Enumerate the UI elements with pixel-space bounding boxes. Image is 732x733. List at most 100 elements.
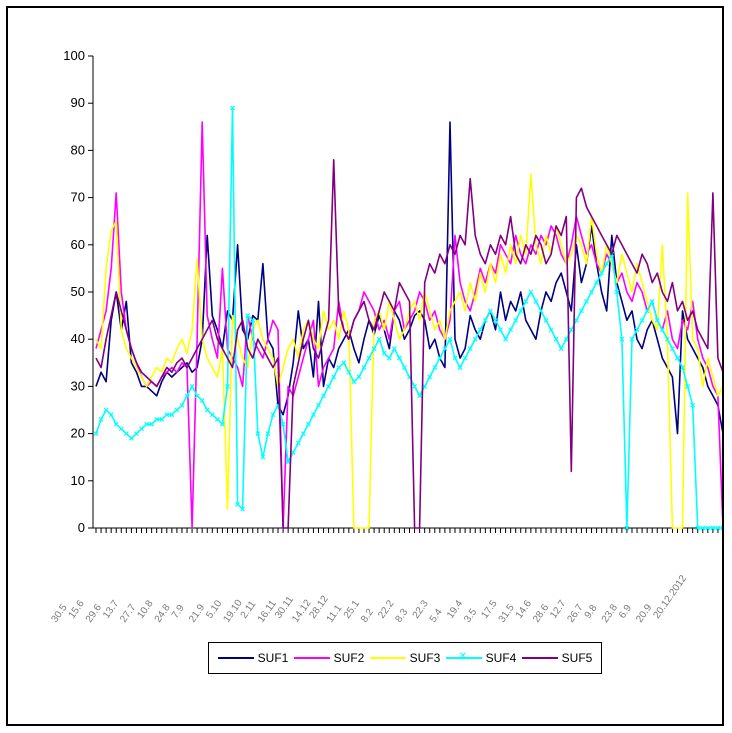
series-suf4-point bbox=[467, 346, 473, 352]
series-suf4-point bbox=[675, 355, 680, 361]
series-suf4-point bbox=[513, 317, 519, 323]
y-tick-label: 80 bbox=[71, 142, 85, 157]
series-suf4-point bbox=[432, 365, 438, 370]
series-suf4-point bbox=[321, 393, 326, 399]
series-suf4-point bbox=[159, 417, 165, 422]
x-tick-label: 9.8 bbox=[583, 603, 600, 621]
series-layer bbox=[93, 105, 722, 531]
y-tick-label: 90 bbox=[71, 95, 85, 110]
series-suf4-point bbox=[103, 407, 109, 413]
series-suf4-point bbox=[644, 308, 650, 314]
series-suf4-point bbox=[331, 374, 337, 380]
x-tick-label: 8.3 bbox=[393, 607, 410, 625]
legend-label-suf4: SUF4 bbox=[485, 651, 517, 665]
series-suf4-point bbox=[487, 308, 493, 314]
series-suf5-line bbox=[95, 159, 722, 529]
series-suf4-point bbox=[690, 402, 696, 408]
series-suf4-point bbox=[219, 421, 225, 427]
series-suf4-point bbox=[629, 336, 635, 342]
x-tick-label: 3.5 bbox=[462, 607, 479, 625]
series-suf4-point bbox=[381, 350, 387, 356]
x-tick-label: 20.12.2012 bbox=[651, 573, 689, 621]
series-suf4-point bbox=[412, 383, 417, 389]
y-tick-label: 60 bbox=[71, 237, 85, 252]
series-suf4-point bbox=[503, 336, 508, 342]
x-tick-label: 5.4 bbox=[428, 607, 445, 625]
y-tick-label: 10 bbox=[71, 473, 85, 488]
y-tick-label: 70 bbox=[71, 190, 85, 205]
chart-frame: 0 10 20 30 40 50 60 70 80 90 100 30.5 15.6 29.6 13.7 27… bbox=[6, 6, 724, 726]
series-suf4-point bbox=[300, 431, 306, 437]
legend-swatch-suf1 bbox=[217, 657, 254, 659]
series-suf4-point bbox=[270, 412, 276, 418]
series-suf4-point bbox=[599, 270, 605, 276]
legend: SUF1 SUF2 SUF3 ✕ SUF4 SUF5 bbox=[208, 642, 602, 674]
series-suf4-point bbox=[128, 435, 134, 441]
series-suf4-point bbox=[447, 336, 453, 342]
legend-label-suf2: SUF2 bbox=[333, 651, 365, 665]
series-suf4-point bbox=[139, 426, 144, 432]
series-suf4-point bbox=[680, 365, 685, 370]
series-suf4-point bbox=[695, 525, 701, 531]
y-tick-label: 40 bbox=[71, 331, 85, 346]
series-suf4-point bbox=[134, 431, 139, 437]
legend-label-suf1: SUF1 bbox=[257, 651, 289, 665]
series-suf4-point bbox=[417, 393, 423, 399]
y-tick-label: 0 bbox=[78, 520, 85, 535]
legend-item-suf5: SUF5 bbox=[521, 651, 593, 665]
series-suf4-point bbox=[700, 525, 706, 531]
legend-swatch-suf3 bbox=[369, 657, 406, 659]
series-suf4-point bbox=[204, 407, 210, 413]
series-suf4-point bbox=[396, 355, 402, 361]
series-suf4-point bbox=[174, 407, 180, 413]
series-suf4-point bbox=[164, 412, 170, 418]
legend-item-suf1: SUF1 bbox=[217, 651, 289, 665]
x-tick-label: 7.9 bbox=[170, 603, 187, 621]
series-suf4-point bbox=[336, 365, 342, 370]
series-suf4-point bbox=[548, 327, 554, 333]
y-tick-label: 20 bbox=[71, 426, 85, 441]
series-suf4-point bbox=[589, 289, 594, 295]
y-tick-label: 50 bbox=[71, 284, 85, 299]
series-suf4-point bbox=[305, 421, 311, 427]
series-suf4-point bbox=[199, 398, 205, 403]
series-suf4-point bbox=[295, 440, 301, 446]
series-suf4-point bbox=[371, 346, 377, 352]
series-suf4-point bbox=[498, 327, 503, 333]
legend-label-suf5: SUF5 bbox=[561, 651, 593, 665]
series-suf4-point bbox=[341, 360, 347, 366]
series-suf4-point bbox=[285, 459, 291, 465]
series-suf4-point bbox=[710, 525, 716, 531]
series-suf4-point bbox=[533, 299, 539, 304]
series-suf4-point bbox=[265, 431, 271, 437]
series-suf4-point bbox=[346, 369, 352, 375]
series-suf4-point bbox=[361, 365, 367, 370]
series-suf4-point bbox=[685, 383, 691, 389]
y-tick-label: 100 bbox=[63, 48, 85, 63]
series-suf4-point bbox=[553, 336, 559, 342]
series-suf4-point bbox=[558, 346, 564, 352]
series-suf4-point bbox=[366, 355, 372, 361]
series-suf4-point bbox=[169, 412, 175, 418]
series-suf4-point bbox=[624, 525, 630, 531]
series-suf4-point bbox=[326, 383, 332, 389]
series-suf4-point bbox=[578, 308, 584, 314]
series-suf4-point bbox=[260, 454, 266, 460]
series-suf4-point bbox=[194, 393, 200, 399]
legend-swatch-suf4: ✕ bbox=[445, 652, 482, 662]
series-suf4-point bbox=[427, 374, 433, 380]
series-suf4-point bbox=[442, 346, 448, 352]
series-suf4-point bbox=[457, 365, 463, 370]
series-suf4-point bbox=[654, 317, 660, 323]
x-tick-label: 6.9 bbox=[617, 603, 634, 621]
series-suf4-point bbox=[614, 289, 620, 295]
series-suf4-point bbox=[250, 317, 256, 323]
series-suf4-point bbox=[245, 313, 251, 319]
series-suf4-point bbox=[391, 346, 397, 352]
legend-item-suf4: ✕ SUF4 bbox=[445, 651, 517, 665]
series-suf4-point bbox=[437, 355, 443, 361]
series-suf4-point bbox=[149, 421, 155, 427]
series-suf4-point bbox=[386, 355, 392, 361]
series-suf4-point bbox=[214, 417, 220, 422]
series-suf4-point bbox=[568, 327, 574, 333]
